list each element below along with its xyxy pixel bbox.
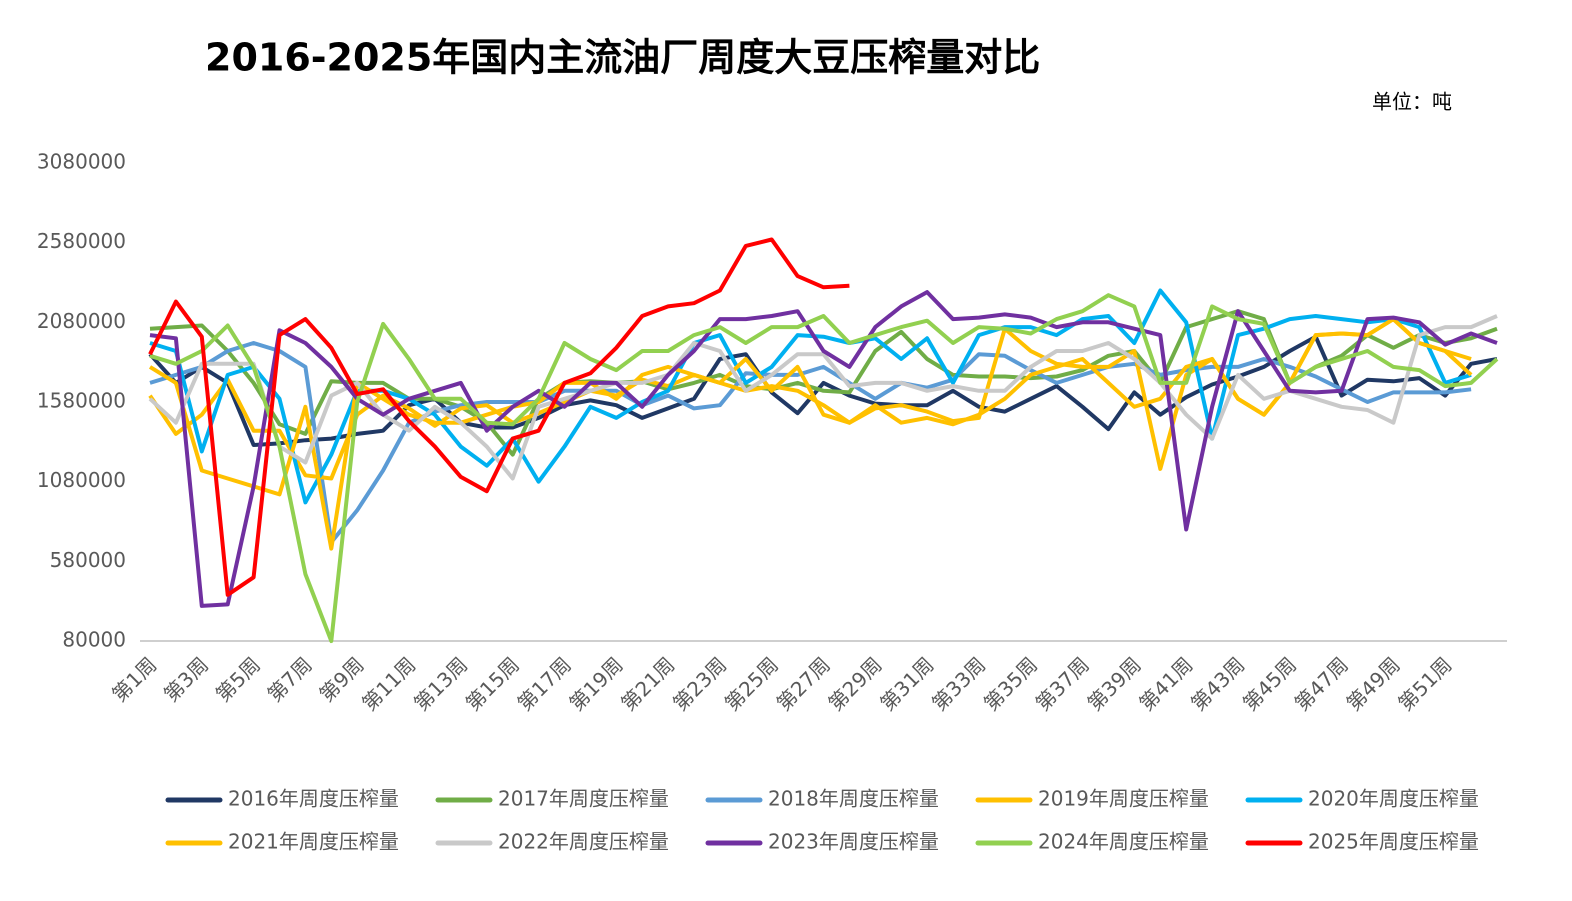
chart-title: 2016-2025年国内主流油厂周度大豆压榨量对比 [205, 36, 1040, 80]
x-tick-label: 第1周 [107, 652, 161, 706]
x-tick-label: 第45周 [1238, 652, 1301, 715]
x-tick-label: 第5周 [211, 652, 265, 706]
y-tick-label: 3080000 [37, 150, 126, 174]
x-tick-label: 第11周 [357, 652, 420, 715]
x-tick-label: 第19周 [564, 652, 627, 715]
series-line [149, 293, 1499, 643]
y-tick-label: 2080000 [37, 309, 126, 333]
x-tick-label: 第7周 [263, 652, 317, 706]
x-tick-label: 第27周 [772, 652, 835, 715]
legend-label: 2019年周度压榨量 [1038, 787, 1209, 811]
legend-label: 2020年周度压榨量 [1308, 787, 1479, 811]
x-tick-label: 第23周 [668, 652, 731, 715]
legend-label: 2025年周度压榨量 [1308, 830, 1479, 854]
x-tick-label: 第31周 [875, 652, 938, 715]
x-tick-label: 第51周 [1393, 652, 1456, 715]
x-tick-label: 第43周 [1186, 652, 1249, 715]
legend-label: 2022年周度压榨量 [498, 830, 669, 854]
x-tick-label: 第29周 [823, 652, 886, 715]
y-tick-label: 2580000 [37, 229, 126, 253]
y-tick-label: 1580000 [37, 389, 126, 413]
y-tick-label: 1080000 [37, 468, 126, 492]
y-tick-label: 80000 [62, 628, 126, 652]
y-tick-label: 580000 [50, 548, 126, 572]
series-line [148, 237, 850, 597]
x-tick-label: 第13周 [409, 652, 472, 715]
legend-label: 2018年周度压榨量 [768, 787, 939, 811]
x-tick-label: 第33周 [927, 652, 990, 715]
legend-label: 2023年周度压榨量 [768, 830, 939, 854]
x-tick-label: 第17周 [513, 652, 576, 715]
x-tick-label: 第35周 [979, 652, 1042, 715]
unit-label: 单位：吨 [1372, 90, 1452, 114]
x-tick-label: 第41周 [1134, 652, 1197, 715]
legend-label: 2017年周度压榨量 [498, 787, 669, 811]
legend-label: 2016年周度压榨量 [228, 787, 399, 811]
series-line [149, 341, 1472, 545]
x-tick-label: 第15周 [461, 652, 524, 715]
x-tick-label: 第25周 [720, 652, 783, 715]
legend-label: 2021年周度压榨量 [228, 830, 399, 854]
series-line [148, 314, 1498, 481]
x-tick-label: 第47周 [1290, 652, 1353, 715]
series-line [149, 290, 1498, 608]
x-tick-label: 第37周 [1031, 652, 1094, 715]
legend-label: 2024年周度压榨量 [1038, 830, 1209, 854]
x-tick-label: 第3周 [159, 652, 213, 706]
x-tick-label: 第39周 [1083, 652, 1146, 715]
x-tick-label: 第49周 [1342, 652, 1405, 715]
x-tick-label: 第21周 [616, 652, 679, 715]
